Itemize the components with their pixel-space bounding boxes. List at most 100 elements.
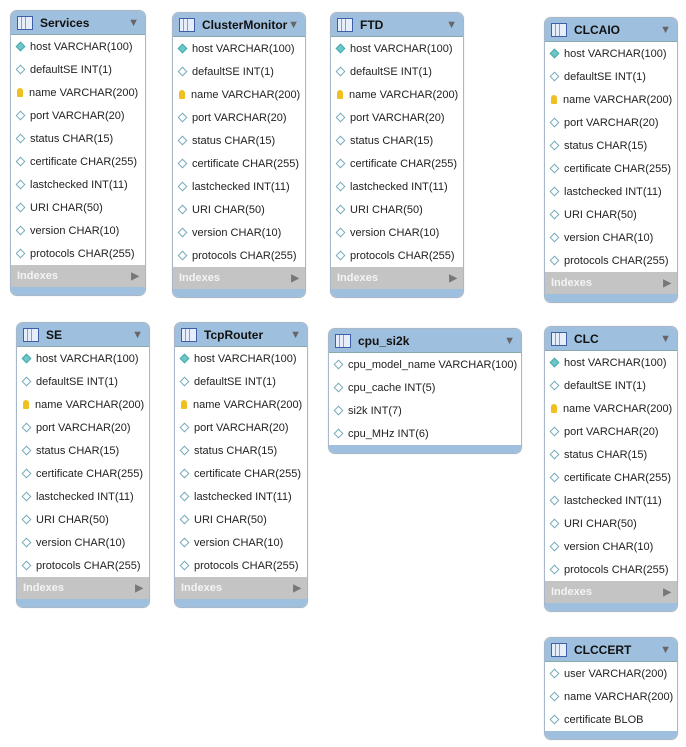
column-row[interactable]: defaultSE INT(1) [17, 370, 149, 393]
column-row[interactable]: status CHAR(15) [175, 439, 307, 462]
indexes-section[interactable]: Indexes ▶ [173, 267, 305, 289]
column-row[interactable]: certificate CHAR(255) [545, 157, 677, 180]
column-row[interactable]: port VARCHAR(20) [331, 106, 463, 129]
column-row[interactable]: certificate CHAR(255) [175, 462, 307, 485]
collapse-triangle-icon[interactable]: ▼ [290, 328, 301, 341]
table-header[interactable]: CLCCERT ▼ [545, 638, 677, 662]
column-row[interactable]: version CHAR(10) [173, 221, 305, 244]
column-row[interactable]: defaultSE INT(1) [11, 58, 145, 81]
column-row[interactable]: defaultSE INT(1) [175, 370, 307, 393]
column-row[interactable]: version CHAR(10) [545, 535, 677, 558]
table-cpu_si2k[interactable]: cpu_si2k ▼ cpu_model_name VARCHAR(100) cpu_… [328, 328, 522, 454]
column-row[interactable]: lastchecked INT(11) [545, 489, 677, 512]
column-row[interactable]: port VARCHAR(20) [545, 420, 677, 443]
column-row[interactable]: certificate CHAR(255) [11, 150, 145, 173]
column-row[interactable]: host VARCHAR(100) [17, 347, 149, 370]
column-row[interactable]: version CHAR(10) [545, 226, 677, 249]
column-row[interactable]: user VARCHAR(200) [545, 662, 677, 685]
column-row[interactable]: version CHAR(10) [11, 219, 145, 242]
column-row[interactable]: protocols CHAR(255) [545, 249, 677, 272]
column-row[interactable]: host VARCHAR(100) [11, 35, 145, 58]
column-row[interactable]: host VARCHAR(100) [545, 351, 677, 374]
expand-triangle-icon[interactable]: ▶ [293, 582, 301, 594]
column-row[interactable]: host VARCHAR(100) [545, 42, 677, 65]
column-row[interactable]: port VARCHAR(20) [545, 111, 677, 134]
column-row[interactable]: port VARCHAR(20) [17, 416, 149, 439]
collapse-triangle-icon[interactable]: ▼ [660, 23, 671, 36]
column-row[interactable]: certificate BLOB [545, 708, 677, 731]
table-header[interactable]: cpu_si2k ▼ [329, 329, 521, 353]
column-row[interactable]: lastchecked INT(11) [545, 180, 677, 203]
table-tcprouter[interactable]: TcpRouter ▼ host VARCHAR(100) defaultSE INT… [174, 322, 308, 608]
column-row[interactable]: protocols CHAR(255) [17, 554, 149, 577]
column-row[interactable]: defaultSE INT(1) [173, 60, 305, 83]
collapse-triangle-icon[interactable]: ▼ [660, 332, 671, 345]
collapse-triangle-icon[interactable]: ▼ [128, 16, 139, 29]
column-row[interactable]: URI CHAR(50) [331, 198, 463, 221]
table-clustermonitor[interactable]: ClusterMonitor ▼ host VARCHAR(100) defaultS… [172, 12, 306, 298]
column-row[interactable]: name VARCHAR(200) [11, 81, 145, 104]
indexes-section[interactable]: Indexes ▶ [545, 272, 677, 294]
collapse-triangle-icon[interactable]: ▼ [132, 328, 143, 341]
table-ftd[interactable]: FTD ▼ host VARCHAR(100) defaultSE INT(1) nam… [330, 12, 464, 298]
column-row[interactable]: port VARCHAR(20) [175, 416, 307, 439]
column-row[interactable]: name VARCHAR(200) [545, 685, 677, 708]
column-row[interactable]: port VARCHAR(20) [173, 106, 305, 129]
column-row[interactable]: lastchecked INT(11) [173, 175, 305, 198]
column-row[interactable]: port VARCHAR(20) [11, 104, 145, 127]
table-header[interactable]: CLC ▼ [545, 327, 677, 351]
column-row[interactable]: certificate CHAR(255) [331, 152, 463, 175]
column-row[interactable]: status CHAR(15) [173, 129, 305, 152]
column-row[interactable]: defaultSE INT(1) [331, 60, 463, 83]
expand-triangle-icon[interactable]: ▶ [663, 277, 671, 289]
expand-triangle-icon[interactable]: ▶ [449, 272, 457, 284]
column-row[interactable]: name VARCHAR(200) [17, 393, 149, 416]
column-row[interactable]: lastchecked INT(11) [331, 175, 463, 198]
column-row[interactable]: version CHAR(10) [331, 221, 463, 244]
column-row[interactable]: cpu_model_name VARCHAR(100) [329, 353, 521, 376]
column-row[interactable]: status CHAR(15) [545, 134, 677, 157]
column-row[interactable]: defaultSE INT(1) [545, 65, 677, 88]
column-row[interactable]: URI CHAR(50) [17, 508, 149, 531]
table-header[interactable]: TcpRouter ▼ [175, 323, 307, 347]
column-row[interactable]: host VARCHAR(100) [175, 347, 307, 370]
collapse-triangle-icon[interactable]: ▼ [446, 18, 457, 31]
column-row[interactable]: protocols CHAR(255) [175, 554, 307, 577]
table-clc[interactable]: CLC ▼ host VARCHAR(100) defaultSE INT(1) nam… [544, 326, 678, 612]
indexes-section[interactable]: Indexes ▶ [545, 581, 677, 603]
table-header[interactable]: CLCAIO ▼ [545, 18, 677, 42]
column-row[interactable]: URI CHAR(50) [11, 196, 145, 219]
table-header[interactable]: Services ▼ [11, 11, 145, 35]
column-row[interactable]: URI CHAR(50) [545, 512, 677, 535]
column-row[interactable]: name VARCHAR(200) [545, 397, 677, 420]
table-services[interactable]: Services ▼ host VARCHAR(100) defaultSE INT(… [10, 10, 146, 296]
column-row[interactable]: si2k INT(7) [329, 399, 521, 422]
expand-triangle-icon[interactable]: ▶ [291, 272, 299, 284]
table-se[interactable]: SE ▼ host VARCHAR(100) defaultSE INT(1) name… [16, 322, 150, 608]
column-row[interactable]: lastchecked INT(11) [175, 485, 307, 508]
indexes-section[interactable]: Indexes ▶ [17, 577, 149, 599]
column-row[interactable]: version CHAR(10) [17, 531, 149, 554]
column-row[interactable]: URI CHAR(50) [173, 198, 305, 221]
column-row[interactable]: status CHAR(15) [545, 443, 677, 466]
expand-triangle-icon[interactable]: ▶ [131, 270, 139, 282]
table-clcaio[interactable]: CLCAIO ▼ host VARCHAR(100) defaultSE INT(1)… [544, 17, 678, 303]
column-row[interactable]: URI CHAR(50) [545, 203, 677, 226]
column-row[interactable]: lastchecked INT(11) [17, 485, 149, 508]
indexes-section[interactable]: Indexes ▶ [11, 265, 145, 287]
column-row[interactable]: protocols CHAR(255) [11, 242, 145, 265]
table-header[interactable]: FTD ▼ [331, 13, 463, 37]
column-row[interactable]: URI CHAR(50) [175, 508, 307, 531]
table-clccert[interactable]: CLCCERT ▼ user VARCHAR(200) name VARCHAR(20… [544, 637, 678, 740]
column-row[interactable]: certificate CHAR(255) [545, 466, 677, 489]
column-row[interactable]: version CHAR(10) [175, 531, 307, 554]
column-row[interactable]: host VARCHAR(100) [173, 37, 305, 60]
column-row[interactable]: protocols CHAR(255) [173, 244, 305, 267]
column-row[interactable]: status CHAR(15) [11, 127, 145, 150]
table-header[interactable]: ClusterMonitor ▼ [173, 13, 305, 37]
column-row[interactable]: name VARCHAR(200) [175, 393, 307, 416]
expand-triangle-icon[interactable]: ▶ [135, 582, 143, 594]
column-row[interactable]: status CHAR(15) [331, 129, 463, 152]
column-row[interactable]: certificate CHAR(255) [17, 462, 149, 485]
column-row[interactable]: lastchecked INT(11) [11, 173, 145, 196]
